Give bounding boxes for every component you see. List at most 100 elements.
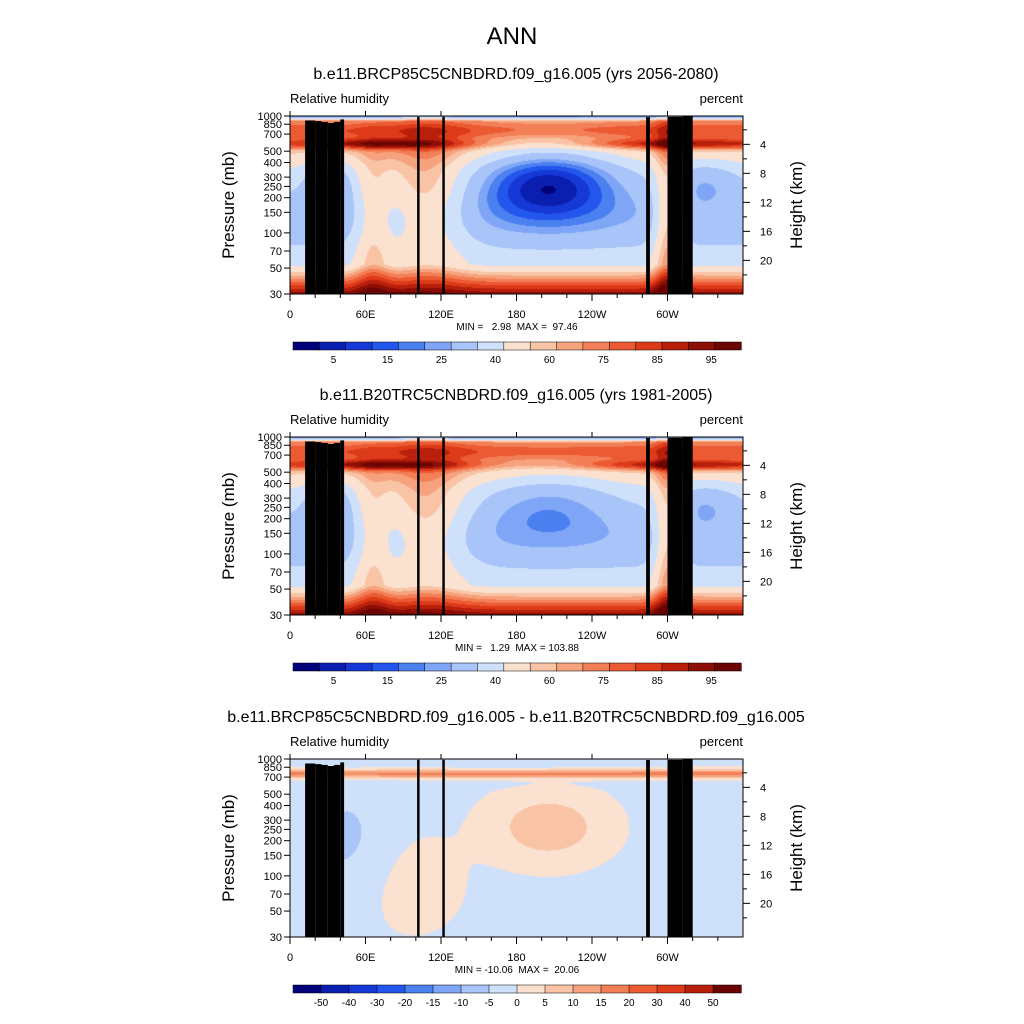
- panel-1-pressure-tick-label: 250: [264, 181, 282, 193]
- panel-3-colorbar-swatch: [348, 984, 378, 994]
- panel-3-colorbar-swatch: [572, 984, 602, 994]
- panel-3-terrain-block: [327, 766, 335, 937]
- panel-3-colorbar-swatch: [404, 984, 434, 994]
- panel-3-colorbar-label: 40: [679, 998, 691, 1009]
- panel-2-height-tick-label: 4: [760, 460, 766, 472]
- panel-2-pressure-tick-label: 50: [270, 584, 282, 596]
- panel-1-terrain-block: [340, 119, 345, 295]
- panel-2-height-axis-title: Height (km): [787, 482, 806, 570]
- panel-3-units-label: percent: [700, 734, 744, 749]
- panel-3-colorbar-swatch: [628, 984, 658, 994]
- panel-2-terrain-block: [646, 438, 650, 615]
- panel-1-colorbar-swatch: [424, 341, 452, 351]
- panel-1-pressure-tick-label: 400: [264, 158, 282, 170]
- panel-2-height-tick-label: 20: [760, 576, 772, 588]
- panel-3-pressure-tick-label: 700: [264, 772, 282, 784]
- panel-2-x-tick-label: 120E: [428, 630, 454, 642]
- panel-3-terrain-block: [682, 759, 693, 937]
- panel-2-colorbar-swatch: [556, 662, 584, 672]
- panel-1-colorbar-label: 25: [436, 355, 448, 366]
- panel-3-colorbar-swatch: [320, 984, 350, 994]
- panel-3: b.e11.BRCP85C5CNBDRD.f09_g16.005 - b.e11…: [219, 709, 806, 1009]
- panel-2-x-axis: 0 60E 120E 180 120W 60W: [287, 432, 719, 642]
- panel-3-x-axis: 0 60E 120E 180 120W 60W: [287, 754, 719, 964]
- panel-2-colorbar-swatch: [424, 662, 452, 672]
- panel-1-height-tick-label: 20: [760, 255, 772, 267]
- panel-3-height-axis: 20 16 12 8 4: [743, 772, 772, 919]
- panel-3-colorbar-label: 30: [651, 998, 663, 1009]
- panel-3-pressure-tick-label: 850: [264, 762, 282, 774]
- panel-1-x-tick-label: 180: [507, 309, 525, 321]
- panel-2-colorbar-label: 40: [490, 676, 502, 687]
- panel-2-terrain: [305, 437, 693, 615]
- panel-2-colorbar-swatch: [477, 662, 505, 672]
- panel-2-colorbar-swatch: [582, 662, 610, 672]
- panel-1-colorbar-swatch: [398, 341, 426, 351]
- panel-3-pressure-tick-label: 150: [264, 850, 282, 862]
- panel-2-pressure-tick-label: 500: [264, 467, 282, 479]
- panel-2-colorbar-swatch: [345, 662, 373, 672]
- panel-2-colorbar-swatch: [371, 662, 400, 672]
- panel-3-colorbar-swatch: [544, 984, 574, 994]
- panel-3-colorbar-swatch: [376, 984, 406, 994]
- panel-1-units-label: percent: [700, 91, 744, 106]
- panel-3-x-tick-label: 60E: [356, 952, 376, 964]
- panel-2-pressure-tick-label: 150: [264, 528, 282, 540]
- panel-1-colorbar-swatch: [371, 341, 400, 351]
- panel-1-x-tick-label: 60W: [656, 309, 679, 321]
- panel-2-pressure-tick-label: 700: [264, 450, 282, 462]
- panel-3-colorbar-label: -40: [342, 998, 357, 1009]
- panel-2-height-axis: 20 16 12 8 4: [743, 450, 772, 597]
- panel-3-colorbar-label: 15: [595, 998, 607, 1009]
- panel-3-colorbar-swatch: [712, 984, 742, 994]
- panel-3-colorbar-swatch: [432, 984, 462, 994]
- panel-1-colorbar-swatch: [556, 341, 584, 351]
- panel-1-height-tick-label: 12: [760, 197, 772, 209]
- panel-1-x-tick-label: 0: [287, 309, 293, 321]
- figure-title: ANN: [487, 23, 538, 50]
- panel-2-height-tick-label: 8: [760, 489, 766, 501]
- panel-1-pressure-tick-label: 500: [264, 146, 282, 158]
- panel-3-colorbar-swatch: [488, 984, 518, 994]
- panel-3-min-max: MIN = -10.06 MAX = 20.06: [455, 965, 580, 976]
- panel-2-variable-label: Relative humidity: [290, 412, 389, 427]
- panel-2-colorbar-swatch: [292, 662, 320, 672]
- panel-1-pressure-tick-label: 850: [264, 119, 282, 131]
- panel-1-x-axis: 0 60E 120E 180 120W 60W: [287, 111, 719, 321]
- panel-2-colorbar-swatch: [635, 662, 663, 672]
- panel-3-x-tick-label: 60W: [656, 952, 679, 964]
- panel-2-height-tick-label: 16: [760, 547, 772, 559]
- panel-3-x-tick-label: 120E: [428, 952, 454, 964]
- panel-2-colorbar-swatch: [608, 662, 637, 672]
- panel-1-colorbar-swatch: [688, 341, 716, 351]
- panel-3-terrain-block: [442, 759, 445, 937]
- panel-2-colorbar-label: 5: [331, 676, 337, 687]
- panel-1-terrain-block: [417, 116, 420, 294]
- panel-1-colorbar-label: 60: [544, 355, 556, 366]
- panel-1-colorbar-label: 95: [706, 355, 718, 366]
- panel-2-x-tick-label: 60E: [356, 630, 376, 642]
- panel-2-pressure-tick-label: 30: [270, 610, 282, 622]
- panel-1-pressure-tick-label: 100: [264, 228, 282, 240]
- panel-1-colorbar-swatch: [529, 341, 558, 351]
- panel-3-pressure-tick-label: 250: [264, 824, 282, 836]
- panel-3-pressure-tick-label: 30: [270, 932, 282, 944]
- panel-2-pressure-axis-title: Pressure (mb): [219, 472, 238, 580]
- panel-2-pressure-tick-label: 200: [264, 514, 282, 526]
- panel-1-terrain: [305, 116, 693, 295]
- panel-1-x-tick-label: 120W: [578, 309, 607, 321]
- panel-1-colorbar-swatch: [635, 341, 663, 351]
- panel-1-variable-label: Relative humidity: [290, 91, 389, 106]
- panel-2-colorbar: 5 15 25 40 60 75 85 95: [292, 662, 742, 687]
- panel-3-colorbar-label: -30: [370, 998, 385, 1009]
- panel-3-pressure-tick-label: 70: [270, 889, 282, 901]
- panel-1-colorbar-swatch: [582, 341, 610, 351]
- panel-3-height-tick-label: 8: [760, 811, 766, 823]
- panel-3-pressure-tick-label: 1000: [258, 754, 282, 766]
- panel-1-colorbar: 5 15 25 40 60 75 85 95: [292, 341, 742, 366]
- panel-1-pressure-tick-label: 50: [270, 263, 282, 275]
- panel-2-terrain-block: [305, 441, 316, 615]
- panel-3-x-tick-label: 120W: [578, 952, 607, 964]
- panel-3-pressure-axis-title: Pressure (mb): [219, 794, 238, 902]
